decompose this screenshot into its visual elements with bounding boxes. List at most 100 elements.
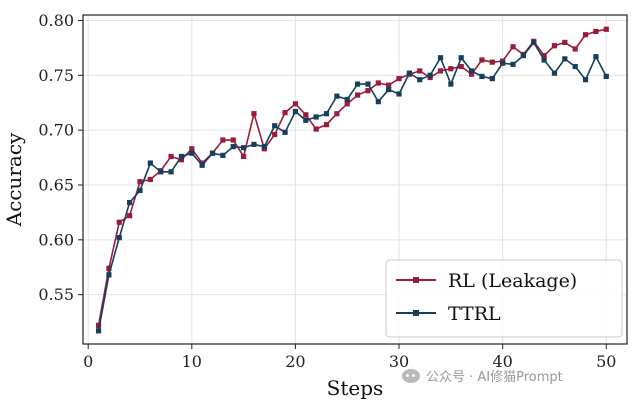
data-point	[334, 93, 340, 99]
data-point	[168, 153, 174, 160]
data-point	[313, 114, 319, 120]
data-point	[406, 70, 412, 76]
data-point	[468, 68, 475, 74]
x-tick-label: 0	[83, 352, 93, 371]
data-point	[292, 108, 299, 115]
y-tick-label: 0.80	[38, 11, 74, 30]
data-point	[572, 63, 578, 70]
data-point	[365, 88, 371, 94]
data-point	[106, 265, 112, 271]
x-tick-label: 50	[596, 352, 616, 371]
data-point	[572, 46, 578, 52]
data-point	[241, 145, 247, 151]
data-point	[479, 57, 485, 63]
y-tick-label: 0.55	[38, 285, 74, 304]
data-point	[178, 157, 185, 163]
axis-ticks: 0 10 20 30 40 50 0.55 0.60 0.65 0.70 0.75 0.80	[38, 11, 616, 371]
data-point	[220, 137, 226, 143]
data-point	[437, 55, 444, 61]
data-point	[417, 68, 423, 74]
grid-lines	[83, 15, 627, 344]
data-point	[116, 235, 122, 241]
data-point	[313, 126, 319, 132]
data-point	[437, 68, 444, 74]
data-point	[106, 272, 112, 278]
x-tick-label: 10	[182, 352, 202, 371]
data-point	[541, 52, 547, 59]
data-point	[230, 137, 236, 143]
data-point	[147, 176, 153, 183]
y-tick-label: 0.70	[38, 121, 74, 140]
data-point	[603, 26, 609, 32]
data-point	[95, 322, 102, 328]
data-point	[520, 52, 526, 59]
data-point	[468, 71, 475, 77]
y-tick-label: 0.75	[38, 66, 74, 85]
data-point	[354, 92, 361, 98]
data-point	[500, 60, 506, 66]
data-point	[303, 112, 309, 118]
data-point	[189, 146, 195, 152]
data-point	[582, 77, 589, 83]
data-point	[448, 66, 454, 72]
data-point	[323, 111, 330, 117]
data-point	[344, 101, 350, 107]
data-point	[137, 179, 143, 185]
data-point	[127, 213, 133, 219]
data-point	[272, 131, 278, 138]
watermark-text: 公众号 · AI修猫Prompt	[426, 370, 563, 385]
data-point	[531, 39, 537, 46]
data-point	[354, 81, 361, 87]
data-point	[147, 160, 153, 166]
data-point	[209, 150, 216, 156]
legend: RL (Leakage) TTRL	[385, 259, 623, 338]
watermark: 公众号 · AI修猫Prompt	[402, 366, 563, 385]
data-point	[189, 150, 195, 156]
data-point	[603, 73, 609, 80]
data-point	[489, 76, 495, 82]
y-axis-label: Accuracy	[2, 132, 26, 227]
data-point	[396, 91, 402, 97]
data-point	[168, 169, 174, 175]
legend-label-rl-leakage: RL (Leakage)	[448, 270, 577, 292]
series-layer	[95, 26, 609, 334]
data-point	[551, 70, 558, 76]
data-point	[479, 73, 485, 80]
legend-marker-ttrl	[413, 310, 419, 316]
data-point	[251, 141, 257, 148]
data-point	[386, 82, 392, 88]
data-point	[448, 81, 454, 87]
data-point	[541, 57, 547, 63]
data-point	[562, 56, 568, 62]
data-point	[510, 61, 516, 67]
x-tick-label: 20	[285, 352, 305, 371]
data-point	[116, 219, 122, 225]
data-point	[292, 101, 299, 107]
data-point	[562, 39, 568, 46]
x-tick-label: 40	[492, 352, 512, 371]
legend-label-ttrl: TTRL	[448, 303, 501, 325]
data-point	[323, 122, 330, 128]
data-point	[458, 63, 464, 70]
data-point	[375, 99, 381, 105]
data-point	[365, 81, 371, 87]
data-point	[178, 153, 185, 160]
data-point	[137, 187, 143, 194]
data-point	[95, 328, 102, 334]
data-point	[282, 129, 288, 135]
data-point	[303, 117, 309, 123]
wechat-icon	[402, 368, 420, 383]
legend-box	[385, 259, 623, 338]
legend-marker-rl-leakage	[413, 277, 419, 283]
data-point	[199, 162, 205, 168]
data-point	[582, 32, 589, 38]
data-point	[593, 28, 599, 35]
data-point	[489, 59, 495, 65]
data-point	[375, 80, 381, 86]
plot-frame	[82, 14, 628, 345]
data-point	[241, 153, 247, 160]
x-tick-label: 30	[389, 352, 409, 371]
data-point	[427, 72, 433, 78]
x-axis-label: Steps	[327, 376, 384, 400]
